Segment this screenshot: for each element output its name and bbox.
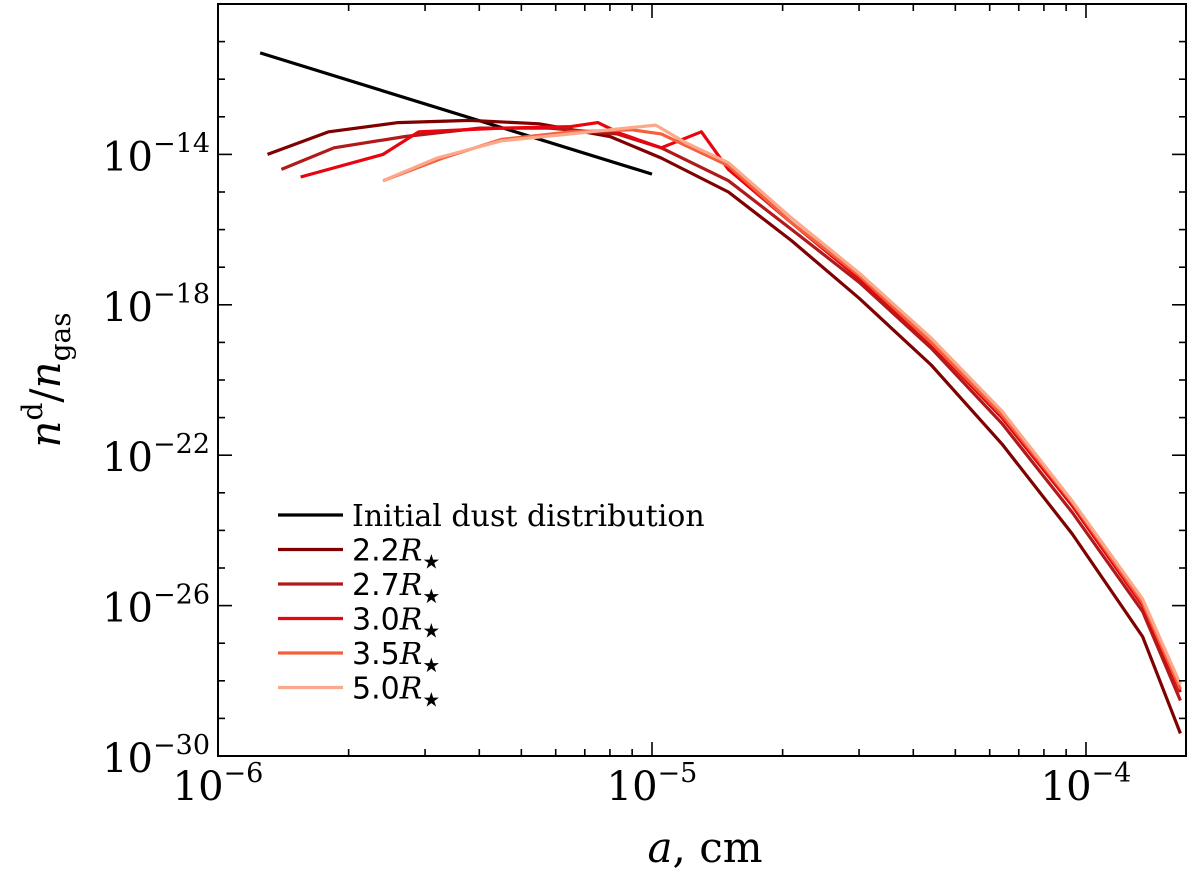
legend-label-4: 3.5R★ (352, 637, 440, 677)
x-tick-label: 10−4 (1041, 758, 1132, 810)
series-layer (259, 51, 1182, 734)
legend-label-1: 2.2R★ (352, 534, 440, 574)
y-tick-label: 10−18 (102, 279, 210, 331)
series-line-3 (300, 120, 1182, 693)
y-axis-label: nd/ngas (16, 312, 77, 447)
x-tick-label: 10−5 (607, 758, 698, 810)
plot-frame (217, 3, 1187, 757)
ticks-layer (217, 3, 1186, 757)
labels-layer: 10−6 10−5 10−4 10−14 10−18 10−22 10−26 10−30 a, … (16, 128, 1131, 872)
series-line-5 (382, 123, 1182, 686)
y-tick-label: 10−30 (102, 730, 210, 782)
y-tick-label: 10−22 (102, 429, 210, 481)
legend-label-3: 3.0R★ (352, 603, 440, 643)
series-line-2 (280, 126, 1182, 702)
x-tick-label: 10−6 (173, 758, 264, 810)
legend: Initial dust distribution2.2R★2.7R★3.0R★… (278, 499, 705, 712)
y-tick-label: 10−14 (102, 128, 210, 180)
y-tick-label: 10−26 (102, 580, 210, 632)
legend-label-5: 5.0R★ (352, 672, 440, 712)
series-line-0 (259, 51, 653, 176)
legend-label-0: Initial dust distribution (352, 499, 705, 534)
legend-label-2: 2.7R★ (352, 568, 440, 608)
series-line-1 (266, 118, 1182, 734)
x-axis-label: a, cm (647, 823, 762, 872)
series-line-4 (382, 128, 1182, 690)
